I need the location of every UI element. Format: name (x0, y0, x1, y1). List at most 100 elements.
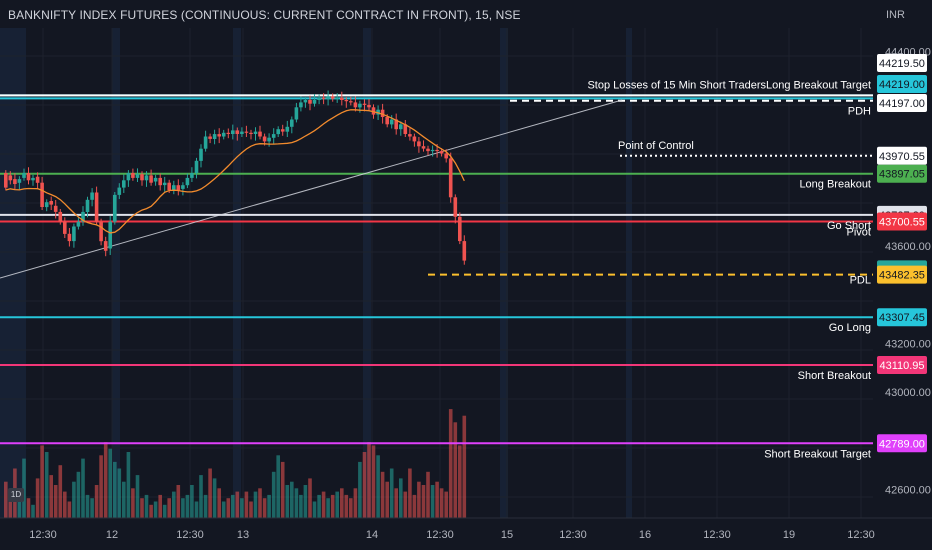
volume-bar (258, 488, 262, 518)
price-tag (877, 54, 927, 72)
level-label: Long Breakout Target (766, 79, 871, 91)
volume-bar (330, 494, 335, 518)
session-band (112, 28, 120, 518)
candle-body (399, 124, 403, 130)
volume-bar (439, 488, 444, 518)
candle-body (149, 175, 153, 183)
session-band (0, 28, 26, 518)
volume-bar (172, 491, 176, 518)
volume-bar (353, 488, 358, 518)
volume-bar (140, 498, 144, 518)
volume-bar (126, 452, 131, 518)
candle-body (35, 176, 40, 183)
interval-badge[interactable]: 1D (8, 488, 24, 502)
volume-bar (340, 488, 344, 518)
candle-body (176, 185, 181, 191)
volume-bar (113, 461, 117, 518)
candle-body (26, 173, 31, 181)
volume-bar (190, 485, 194, 518)
volume-bar (344, 494, 349, 518)
price-tag (877, 94, 927, 112)
candle-body (126, 173, 131, 181)
candle-body (221, 132, 226, 137)
candle-body (217, 134, 221, 137)
candle-body (453, 197, 458, 217)
price-tag-label: 43307.45 (879, 312, 925, 324)
volume-bar (35, 478, 40, 518)
price-tag (877, 308, 927, 327)
candle-body (144, 175, 149, 181)
candle-body (122, 180, 126, 188)
x-tick-label: 15 (501, 529, 513, 541)
candle-body (394, 119, 398, 130)
volume-bar (285, 485, 290, 518)
candle-body (94, 192, 99, 222)
candle-body (417, 141, 421, 147)
volume-bar (26, 498, 31, 518)
volume-bar (399, 478, 403, 518)
candle-body (90, 192, 94, 200)
candle-body (185, 177, 190, 186)
candle-body (271, 134, 276, 138)
volume-bar (412, 494, 417, 518)
candle-body (22, 173, 26, 178)
price-tag (877, 212, 927, 231)
y-tick-label: 43200.00 (885, 338, 931, 350)
candle-body (76, 221, 81, 227)
volume-bar (290, 481, 294, 518)
volume-bar (167, 498, 171, 518)
session-band (626, 28, 632, 518)
volume-bar (144, 494, 149, 518)
currency-label: INR (886, 9, 905, 21)
volume-bar (103, 442, 108, 518)
candle-body (462, 241, 467, 261)
x-tick-label: 12:30 (847, 529, 875, 541)
y-tick-label: 43000.00 (885, 387, 931, 399)
candle-body (244, 131, 249, 133)
volume-bar (462, 415, 467, 518)
candle-body (408, 134, 412, 137)
candle-body (194, 160, 199, 173)
candle-body (158, 177, 162, 186)
candle-body (85, 199, 90, 212)
candle-body (162, 182, 167, 186)
level-label: PDH (848, 106, 871, 118)
volume-bar (394, 488, 398, 518)
volume-bar (408, 468, 412, 518)
candle-body (208, 136, 212, 139)
volume-bar (421, 485, 426, 518)
candle-body (317, 97, 321, 100)
price-tag (877, 164, 927, 183)
price-tag (877, 146, 927, 165)
volume-bar (317, 494, 321, 518)
candle-body (426, 148, 430, 152)
candle-body (17, 179, 22, 183)
x-tick-label: 19 (783, 529, 795, 541)
volume-bar (162, 504, 167, 518)
candle-body (135, 174, 140, 178)
vwap-line (5, 109, 465, 234)
candle-body (53, 205, 58, 212)
price-tag (877, 265, 927, 284)
candle-body (340, 97, 344, 100)
candle-body (321, 97, 326, 99)
volume-bar (122, 481, 126, 518)
price-tag (877, 75, 927, 93)
volume-bar (153, 501, 158, 518)
volume-bar (31, 504, 35, 518)
session-band (500, 28, 508, 518)
volume-bar (303, 485, 308, 518)
volume-bar (367, 442, 371, 518)
volume-bar (149, 504, 153, 518)
candle-body (231, 130, 235, 134)
volume-bar (208, 468, 212, 518)
x-tick-label: 12:30 (559, 529, 587, 541)
candle-body (44, 202, 49, 208)
volume-bar (294, 488, 299, 518)
price-tag-label: 43110.95 (879, 360, 924, 372)
level-label: Go Long (829, 322, 871, 334)
volume-bar (58, 465, 63, 518)
candle-body (49, 201, 53, 205)
x-tick-label: 16 (639, 529, 651, 541)
